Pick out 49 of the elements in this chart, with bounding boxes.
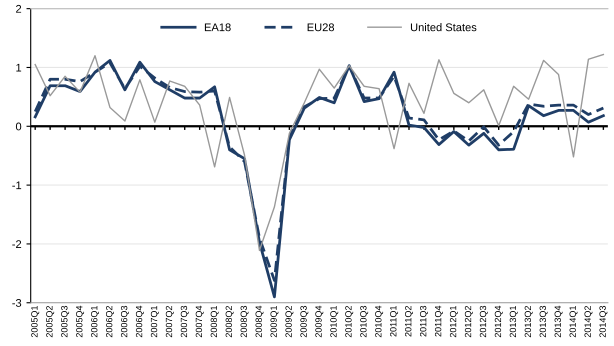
x-tick-label: 2013Q2 bbox=[524, 306, 533, 338]
x-tick-label: 2008Q1 bbox=[210, 306, 219, 338]
x-tick-label: 2007Q3 bbox=[180, 306, 189, 338]
x-tick-label: 2005Q2 bbox=[46, 306, 54, 338]
y-tick-label: 0 bbox=[16, 122, 22, 130]
legend-label: EA18 bbox=[204, 23, 231, 32]
x-tick-label: 2011Q1 bbox=[390, 306, 398, 337]
x-tick-label: 2010Q1 bbox=[330, 306, 338, 338]
x-tick-label: 2009Q2 bbox=[285, 306, 294, 338]
x-tick-label: 2011Q2 bbox=[405, 306, 414, 337]
x-tick-label: 2006Q4 bbox=[136, 306, 144, 338]
x-tick-label: 2011Q3 bbox=[420, 306, 428, 337]
legend-label: EU28 bbox=[308, 23, 334, 32]
x-tick-label: 2014Q3 bbox=[599, 306, 608, 338]
x-tick-label: 2012Q2 bbox=[464, 306, 473, 338]
x-tick-label: 2008Q2 bbox=[226, 306, 234, 338]
x-tick-label: 2005Q4 bbox=[76, 306, 84, 338]
x-tick-label: 2007Q1 bbox=[150, 306, 159, 338]
x-tick-label: 2014Q2 bbox=[584, 306, 592, 338]
y-tick-label: -2 bbox=[12, 240, 22, 248]
legend-label: United States bbox=[410, 23, 476, 32]
x-tick-label: 2008Q4 bbox=[256, 306, 264, 338]
x-tick-label: 2010Q4 bbox=[375, 306, 384, 338]
x-tick-label: 2013Q4 bbox=[554, 306, 563, 338]
x-tick-label: 2009Q3 bbox=[300, 306, 308, 338]
x-tick-label: 2012Q3 bbox=[480, 306, 488, 338]
y-tick-label: -3 bbox=[12, 299, 22, 307]
line-series bbox=[34, 54, 604, 252]
x-tick-label: 2009Q1 bbox=[270, 306, 278, 338]
y-tick-label: 1 bbox=[16, 64, 22, 72]
x-tick-label: 2005Q1 bbox=[31, 306, 40, 338]
x-tick-label: 2007Q2 bbox=[166, 306, 174, 338]
y-tick-label: 2 bbox=[16, 4, 22, 13]
x-tick-label: 2011Q4 bbox=[434, 306, 443, 337]
x-tick-label: 2010Q3 bbox=[360, 306, 368, 338]
x-tick-label: 2006Q2 bbox=[106, 306, 114, 338]
x-tick-label: 2012Q1 bbox=[450, 306, 458, 338]
x-tick-label: 2012Q4 bbox=[494, 306, 503, 338]
x-tick-label: 2009Q4 bbox=[315, 306, 324, 338]
x-tick-label: 2013Q1 bbox=[510, 306, 518, 338]
x-tick-label: 2008Q3 bbox=[240, 306, 249, 338]
x-tick-label: 2010Q2 bbox=[345, 306, 354, 338]
x-tick-label: 2005Q3 bbox=[61, 306, 70, 338]
y-tick-label: -1 bbox=[12, 181, 22, 190]
x-tick-label: 2006Q1 bbox=[91, 306, 100, 338]
x-tick-label: 2013Q3 bbox=[540, 306, 548, 338]
x-tick-label: 2006Q3 bbox=[120, 306, 129, 338]
x-tick-label: 2014Q1 bbox=[570, 306, 578, 338]
x-tick-label: 2007Q4 bbox=[196, 306, 204, 338]
